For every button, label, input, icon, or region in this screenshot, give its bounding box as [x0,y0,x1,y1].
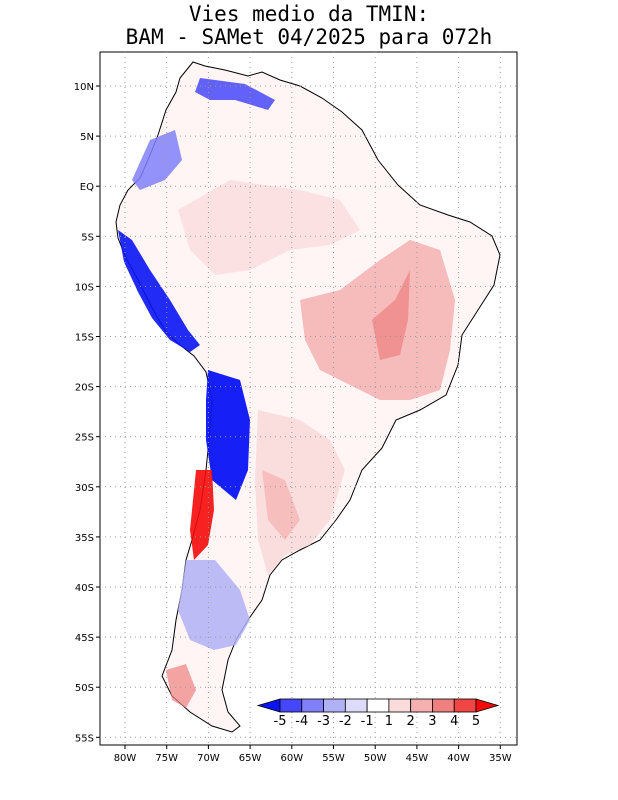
lon-label: 60W [280,753,303,764]
colorbar-label: -1 [361,714,374,729]
colorbar-label: -2 [339,714,352,729]
lat-label: 30S [75,483,94,494]
colorbar: -5 -4 -3 -2 -1 1 2 3 4 5 [256,698,500,729]
lat-label: 40S [75,583,94,594]
lat-label: 10S [75,282,94,293]
lon-label: 55W [322,753,345,764]
lat-label: 5N [80,132,94,143]
lat-label: 20S [75,383,94,394]
lat-label: 15S [75,333,94,344]
colorbar-swatch [388,698,412,713]
lat-label: 5S [81,232,94,243]
bias-area-amazon [178,180,360,275]
colorbar-label: 2 [407,714,415,729]
lat-label: 25S [75,433,94,444]
colorbar-swatch [366,698,390,713]
lon-label: 45W [406,753,429,764]
latitude-labels: 10N 5N EQ 5S 10S 15S 20S 25S 30S 35S 40S 45S 50S 55S [74,82,100,744]
lat-label: 45S [75,633,94,644]
lat-label: EQ [80,182,94,193]
colorbar-swatch [410,698,433,713]
colorbar-swatch [344,698,368,713]
lat-label: 35S [75,533,94,544]
map-title-line2: BAM - SAMet 04/2025 para 072h [125,25,493,49]
colorbar-label: 5 [472,714,480,729]
lon-label: 80W [114,753,137,764]
graticule [100,52,517,745]
bias-area-tierra-del-fuego [166,664,196,708]
colorbar-label: 3 [428,714,436,729]
bias-area-andes-colombia [132,130,182,190]
lat-label: 55S [75,733,94,744]
colorbar-label: 1 [385,714,393,729]
colorbar-label: -5 [274,714,287,729]
bias-area-pampas [262,470,300,540]
colorbar-label: 4 [450,714,458,729]
colorbar-arrow-high [475,698,500,713]
bias-area-andes-peru [118,230,200,352]
lon-label: 65W [239,753,262,764]
lon-label: 35W [489,753,512,764]
map-title-line1: Vies medio da TMIN: [188,2,430,26]
bias-area-andes-chile [206,370,250,500]
colorbar-label: -4 [295,714,308,729]
colorbar-swatch [432,698,455,713]
colorbar-swatch [301,698,324,713]
lon-label: 50W [364,753,387,764]
colorbar-label: -3 [317,714,330,729]
lon-label: 75W [155,753,178,764]
colorbar-swatch [453,698,477,713]
colorbar-swatch [323,698,346,713]
longitude-labels: 80W 75W 70W 65W 60W 55W 50W 45W 40W 35W [114,745,512,764]
colorbar-swatch [279,698,303,713]
bias-area-patagonia [178,560,250,650]
lat-label: 50S [75,683,94,694]
lon-label: 40W [447,753,470,764]
lon-label: 70W [197,753,220,764]
bias-area-strong-east [372,270,410,360]
bias-area-south [255,410,345,575]
lat-label: 10N [74,82,94,93]
